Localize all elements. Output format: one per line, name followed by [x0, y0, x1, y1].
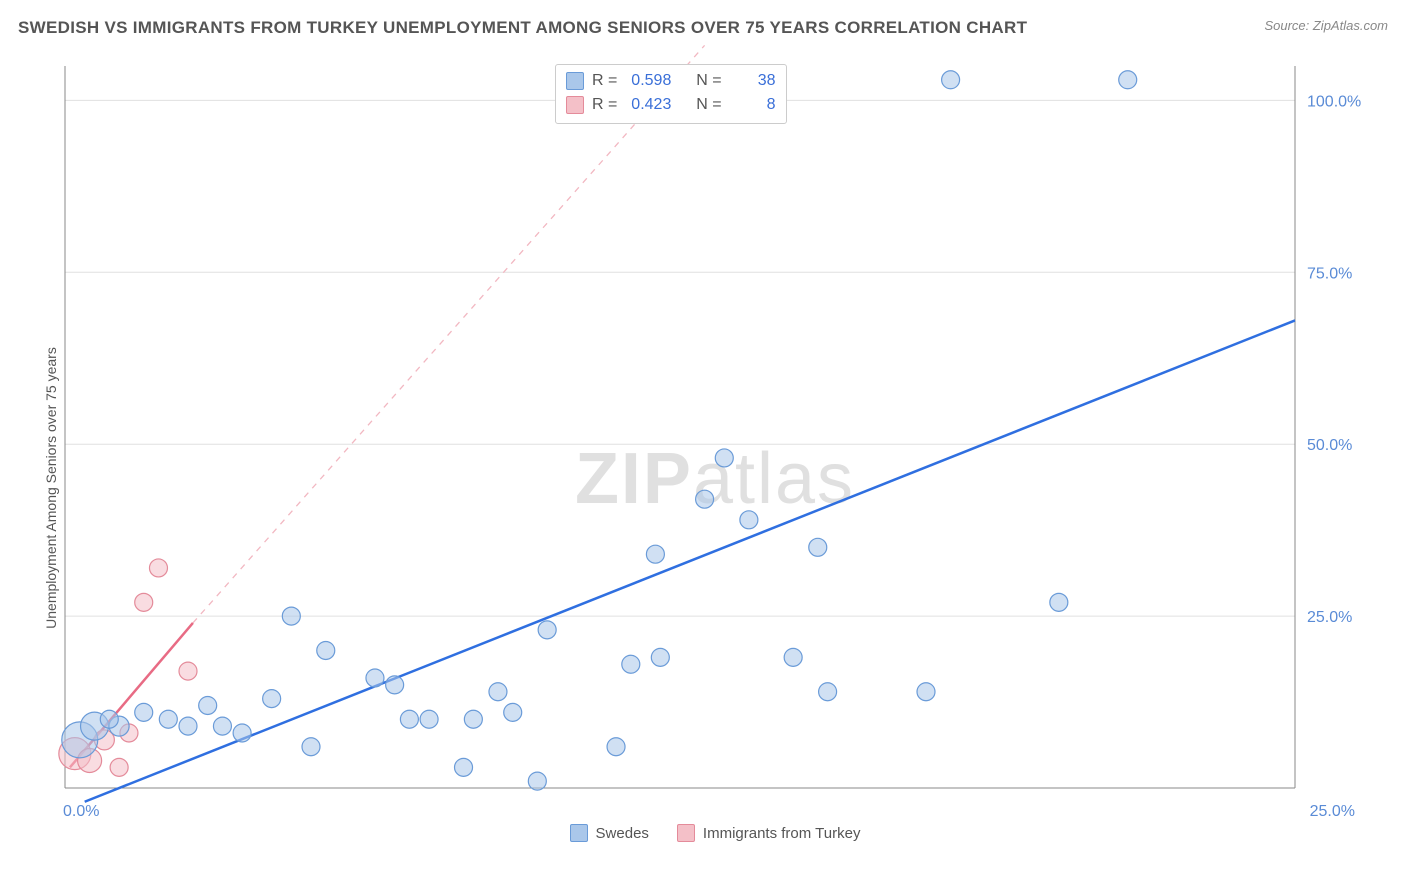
data-point-swedes — [135, 703, 153, 721]
series-legend: Swedes Immigrants from Turkey — [55, 824, 1375, 842]
data-point-swedes — [538, 621, 556, 639]
source-attribution: Source: ZipAtlas.com — [1264, 18, 1388, 33]
y-tick-label: 100.0% — [1307, 93, 1361, 110]
chart-title: SWEDISH VS IMMIGRANTS FROM TURKEY UNEMPL… — [18, 18, 1027, 38]
title-bar: SWEDISH VS IMMIGRANTS FROM TURKEY UNEMPL… — [18, 18, 1388, 38]
chart-container: SWEDISH VS IMMIGRANTS FROM TURKEY UNEMPL… — [0, 0, 1406, 892]
legend-swatch — [566, 72, 584, 90]
legend-label: Swedes — [596, 825, 649, 842]
plot-area: Unemployment Among Seniors over 75 years… — [55, 58, 1375, 848]
data-point-swedes — [464, 710, 482, 728]
data-point-swedes — [646, 545, 664, 563]
y-tick-label: 25.0% — [1307, 609, 1352, 626]
data-point-swedes — [622, 655, 640, 673]
data-point-swedes — [715, 449, 733, 467]
data-point-turkey — [179, 662, 197, 680]
data-point-swedes — [317, 641, 335, 659]
data-point-swedes — [942, 71, 960, 89]
legend-item: Swedes — [570, 824, 649, 842]
data-point-swedes — [607, 738, 625, 756]
data-point-swedes — [233, 724, 251, 742]
data-point-swedes — [528, 772, 546, 790]
data-point-swedes — [179, 717, 197, 735]
data-point-swedes — [809, 538, 827, 556]
data-point-swedes — [386, 676, 404, 694]
data-point-swedes — [651, 648, 669, 666]
data-point-swedes — [263, 690, 281, 708]
data-point-turkey — [110, 758, 128, 776]
data-point-swedes — [1050, 593, 1068, 611]
legend-label: Immigrants from Turkey — [703, 825, 861, 842]
r-value: 0.598 — [625, 69, 671, 93]
correlation-legend: R = 0.598 N = 38 R = 0.423 N = 8 — [555, 64, 787, 124]
r-value: 0.423 — [625, 93, 671, 117]
data-point-swedes — [455, 758, 473, 776]
data-point-turkey — [135, 593, 153, 611]
data-point-swedes — [400, 710, 418, 728]
legend-swatch — [677, 824, 695, 842]
n-value: 38 — [730, 69, 776, 93]
y-tick-label: 75.0% — [1307, 265, 1352, 282]
data-point-swedes — [1119, 71, 1137, 89]
data-point-swedes — [696, 490, 714, 508]
data-point-swedes — [420, 710, 438, 728]
y-tick-label: 50.0% — [1307, 437, 1352, 454]
n-value: 8 — [730, 93, 776, 117]
data-point-swedes — [819, 683, 837, 701]
n-label: N = — [696, 69, 721, 93]
data-point-swedes — [504, 703, 522, 721]
data-point-swedes — [159, 710, 177, 728]
data-point-turkey — [149, 559, 167, 577]
data-point-swedes — [366, 669, 384, 687]
legend-swatch — [570, 824, 588, 842]
x-tick-label: 0.0% — [63, 803, 99, 820]
legend-row: R = 0.423 N = 8 — [566, 93, 776, 117]
r-label: R = — [592, 93, 617, 117]
data-point-swedes — [740, 511, 758, 529]
data-point-swedes — [282, 607, 300, 625]
trend-line — [193, 45, 705, 623]
data-point-swedes — [100, 710, 118, 728]
data-point-swedes — [213, 717, 231, 735]
r-label: R = — [592, 69, 617, 93]
legend-item: Immigrants from Turkey — [677, 824, 861, 842]
data-point-swedes — [784, 648, 802, 666]
data-point-swedes — [489, 683, 507, 701]
data-point-swedes — [917, 683, 935, 701]
data-point-swedes — [302, 738, 320, 756]
scatter-plot-svg: 25.0% 50.0% 75.0% 100.0% 0.0% 25.0% — [55, 58, 1375, 848]
x-tick-label: 25.0% — [1310, 803, 1355, 820]
legend-row: R = 0.598 N = 38 — [566, 69, 776, 93]
trend-line — [85, 320, 1295, 801]
data-point-swedes — [199, 696, 217, 714]
legend-swatch — [566, 96, 584, 114]
n-label: N = — [696, 93, 721, 117]
